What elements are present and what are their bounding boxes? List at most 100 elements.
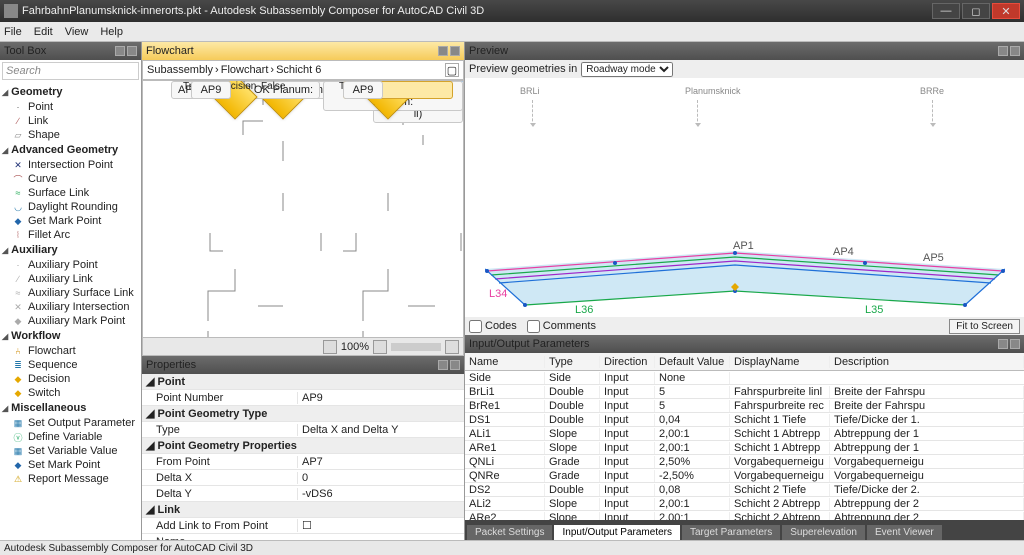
toolbox-category[interactable]: Advanced Geometry [2, 144, 139, 156]
io-row[interactable]: ALi2SlopeInput2,00:1Schicht 2 AbtreppAbt… [465, 497, 1024, 511]
toolbox-item[interactable]: ·Auxiliary Point [2, 258, 139, 272]
zoom-out-icon[interactable] [373, 340, 387, 354]
toolbox-item[interactable]: ✕Intersection Point [2, 158, 139, 172]
node-ap9-l2[interactable]: AP9 [191, 81, 231, 99]
toolbox-item[interactable]: ⌒Curve [2, 172, 139, 186]
toolbox-item[interactable]: ∕Link [2, 114, 139, 128]
toolbox-item[interactable]: ▦Set Variable Value [2, 444, 139, 458]
zoom-fit-icon[interactable] [323, 340, 337, 354]
io-row[interactable]: BrRe1DoubleInput5Fahrspurbreite recBreit… [465, 399, 1024, 413]
flowchart-canvas[interactable]: P32&L31 (Schicht 6 OK re) P32&L31 (Schic… [142, 80, 464, 356]
toolbox-item[interactable]: ◆Set Mark Point [2, 458, 139, 472]
preview-mode-select[interactable]: Roadway mode [581, 62, 673, 77]
toolbox-item[interactable]: ⚠Report Message [2, 472, 139, 486]
guide-arrow-icon [697, 100, 698, 126]
toolbox-category[interactable]: Workflow [2, 330, 139, 342]
toolbox-item[interactable]: ⓥDefine Variable [2, 430, 139, 444]
menu-view[interactable]: View [65, 26, 89, 38]
preview-mode-label: Preview geometries in [469, 63, 577, 75]
io-row[interactable]: DS1DoubleInput0,04Schicht 1 TiefeTiefe/D… [465, 413, 1024, 427]
zoom-in-icon[interactable] [445, 340, 459, 354]
toolbox-item[interactable]: ◆Switch [2, 386, 139, 400]
toolbox-item[interactable]: ≈Auxiliary Surface Link [2, 286, 139, 300]
io-panel: Input/Output Parameters NameTypeDirectio… [465, 335, 1024, 540]
toolbox-category[interactable]: Auxiliary [2, 244, 139, 256]
panel-pin-icon[interactable] [998, 339, 1008, 349]
bottom-tab[interactable]: Packet Settings [467, 525, 552, 540]
property-row[interactable]: Point NumberAP9 [142, 390, 464, 406]
minimize-button[interactable]: — [932, 3, 960, 19]
bottom-tab[interactable]: Event Viewer [867, 525, 942, 540]
panel-close-icon[interactable] [1010, 339, 1020, 349]
toolbox-item[interactable]: ✕Auxiliary Intersection [2, 300, 139, 314]
comments-toggle[interactable]: Comments [527, 320, 596, 333]
io-row[interactable]: QNReGradeInput-2,50%VorgabequerneiguVorg… [465, 469, 1024, 483]
status-bar: Autodesk Subassembly Composer for AutoCA… [0, 540, 1024, 555]
panel-pin-icon[interactable] [438, 360, 448, 370]
zoom-slider[interactable] [391, 343, 441, 351]
flowchart-icon: ⑃ [12, 345, 24, 357]
panel-pin-icon[interactable] [998, 46, 1008, 56]
fit-to-screen-button[interactable]: Fit to Screen [949, 319, 1020, 334]
toolbox-item[interactable]: ⦚Fillet Arc [2, 228, 139, 242]
menu-file[interactable]: File [4, 26, 22, 38]
surface-link-icon: ≈ [12, 187, 24, 199]
toolbox-item[interactable]: ⑃Flowchart [2, 344, 139, 358]
subassembly-drawing: L36L35 L34 AP1AP4AP5 [485, 233, 1005, 313]
io-row[interactable]: SideSideInputNone [465, 371, 1024, 385]
toolbox-item[interactable]: ◆Get Mark Point [2, 214, 139, 228]
io-row[interactable]: ARe1SlopeInput2,00:1Schicht 1 AbtreppAbt… [465, 441, 1024, 455]
property-row[interactable]: Delta X0 [142, 470, 464, 486]
preview-toolbar: Preview geometries in Roadway mode [465, 60, 1024, 78]
property-row[interactable]: Add Link to From Point☐ [142, 518, 464, 534]
toolbox-item[interactable]: ▦Set Output Parameter [2, 416, 139, 430]
io-row[interactable]: DS2DoubleInput0,08Schicht 2 TiefeTiefe/D… [465, 483, 1024, 497]
toolbox-item[interactable]: ∕Auxiliary Link [2, 272, 139, 286]
toolbox-category[interactable]: Miscellaneous [2, 402, 139, 414]
bottom-tab[interactable]: Target Parameters [682, 525, 780, 540]
crumb[interactable]: Subassembly [147, 64, 213, 76]
crumb[interactable]: Schicht 6 [276, 64, 321, 76]
node-ap9-r2[interactable]: AP9 [343, 81, 383, 99]
property-row[interactable]: From PointAP7 [142, 454, 464, 470]
toolbox-item[interactable]: ▱Shape [2, 128, 139, 142]
io-row[interactable]: ARe2SlopeInput2,00:1Schicht 2 AbtreppAbt… [465, 511, 1024, 520]
io-grid[interactable]: NameTypeDirectionDefault ValueDisplayNam… [465, 353, 1024, 520]
io-row[interactable]: QNLiGradeInput2,50%VorgabequerneiguVorga… [465, 455, 1024, 469]
preview-panel: Preview Preview geometries in Roadway mo… [465, 42, 1024, 317]
bottom-tab[interactable]: Input/Output Parameters [554, 525, 680, 540]
bottom-tab[interactable]: Superelevation [782, 525, 865, 540]
breadcrumb-close-icon[interactable]: ▢ [445, 63, 459, 77]
crumb[interactable]: Flowchart [221, 64, 269, 76]
toolbox-item[interactable]: ≣Sequence [2, 358, 139, 372]
toolbox-item[interactable]: ◆Auxiliary Mark Point [2, 314, 139, 328]
property-row[interactable]: Delta Y-vDS6 [142, 486, 464, 502]
toolbox-item[interactable]: ◡Daylight Rounding [2, 200, 139, 214]
toolbox-category[interactable]: Geometry [2, 86, 139, 98]
decision-icon: ◆ [12, 373, 24, 385]
breadcrumb-path[interactable]: Subassembly›Flowchart›Schicht 6 [147, 64, 323, 76]
panel-close-icon[interactable] [450, 46, 460, 56]
panel-close-icon[interactable] [1010, 46, 1020, 56]
auxiliary-mark-point-icon: ◆ [12, 315, 24, 327]
panel-close-icon[interactable] [450, 360, 460, 370]
maximize-button[interactable]: ◻ [962, 3, 990, 19]
toolbox-item[interactable]: ·Point [2, 100, 139, 114]
io-row[interactable]: BrLi1DoubleInput5Fahrspurbreite linlBrei… [465, 385, 1024, 399]
io-row[interactable]: ALi1SlopeInput2,00:1Schicht 1 AbtreppAbt… [465, 427, 1024, 441]
toolbox-search[interactable]: Search [2, 62, 139, 80]
panel-close-icon[interactable] [127, 46, 137, 56]
menu-edit[interactable]: Edit [34, 26, 53, 38]
toolbox-item[interactable]: ≈Surface Link [2, 186, 139, 200]
toolbox-item[interactable]: ◆Decision [2, 372, 139, 386]
property-row[interactable]: TypeDelta X and Delta Y [142, 422, 464, 438]
properties-header: Properties [142, 356, 464, 374]
panel-pin-icon[interactable] [115, 46, 125, 56]
menu-help[interactable]: Help [100, 26, 123, 38]
close-button[interactable]: ✕ [992, 3, 1020, 19]
panel-pin-icon[interactable] [438, 46, 448, 56]
preview-canvas[interactable]: L36L35 L34 AP1AP4AP5 BRLiPlanumsknickBRR… [465, 78, 1024, 317]
flowchart-tab[interactable]: Flowchart [146, 45, 194, 57]
codes-toggle[interactable]: Codes [469, 320, 517, 333]
property-row[interactable]: Name [142, 534, 464, 540]
